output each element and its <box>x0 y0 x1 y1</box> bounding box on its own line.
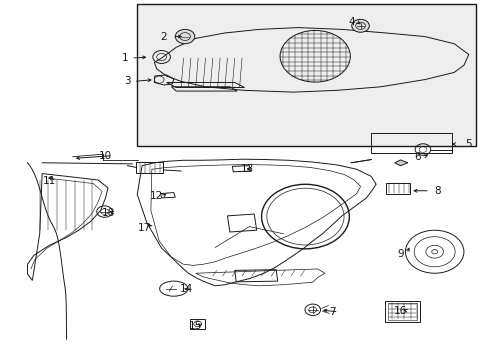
Text: 1: 1 <box>122 53 128 63</box>
Text: 12: 12 <box>150 191 163 201</box>
Bar <box>387 303 416 320</box>
Text: 6: 6 <box>413 152 420 162</box>
Text: 3: 3 <box>124 76 130 86</box>
Text: 2: 2 <box>161 32 167 41</box>
Bar <box>384 301 419 321</box>
Circle shape <box>351 19 368 32</box>
Text: 10: 10 <box>99 150 112 161</box>
Text: 16: 16 <box>393 306 407 316</box>
Text: 8: 8 <box>433 186 440 196</box>
Bar <box>136 162 163 173</box>
Bar <box>385 183 409 194</box>
Circle shape <box>175 30 194 44</box>
Bar <box>189 319 205 329</box>
Bar <box>370 134 451 153</box>
Text: 18: 18 <box>101 208 114 218</box>
Text: 11: 11 <box>43 176 56 186</box>
Text: 9: 9 <box>396 248 403 258</box>
Text: 17: 17 <box>138 224 151 233</box>
Text: 4: 4 <box>348 17 354 27</box>
Text: 7: 7 <box>328 307 335 317</box>
Polygon shape <box>394 160 407 166</box>
Text: 13: 13 <box>240 164 253 174</box>
Bar <box>137 4 475 146</box>
Text: 14: 14 <box>179 284 192 294</box>
Text: 15: 15 <box>189 321 202 331</box>
Text: 5: 5 <box>465 139 471 149</box>
